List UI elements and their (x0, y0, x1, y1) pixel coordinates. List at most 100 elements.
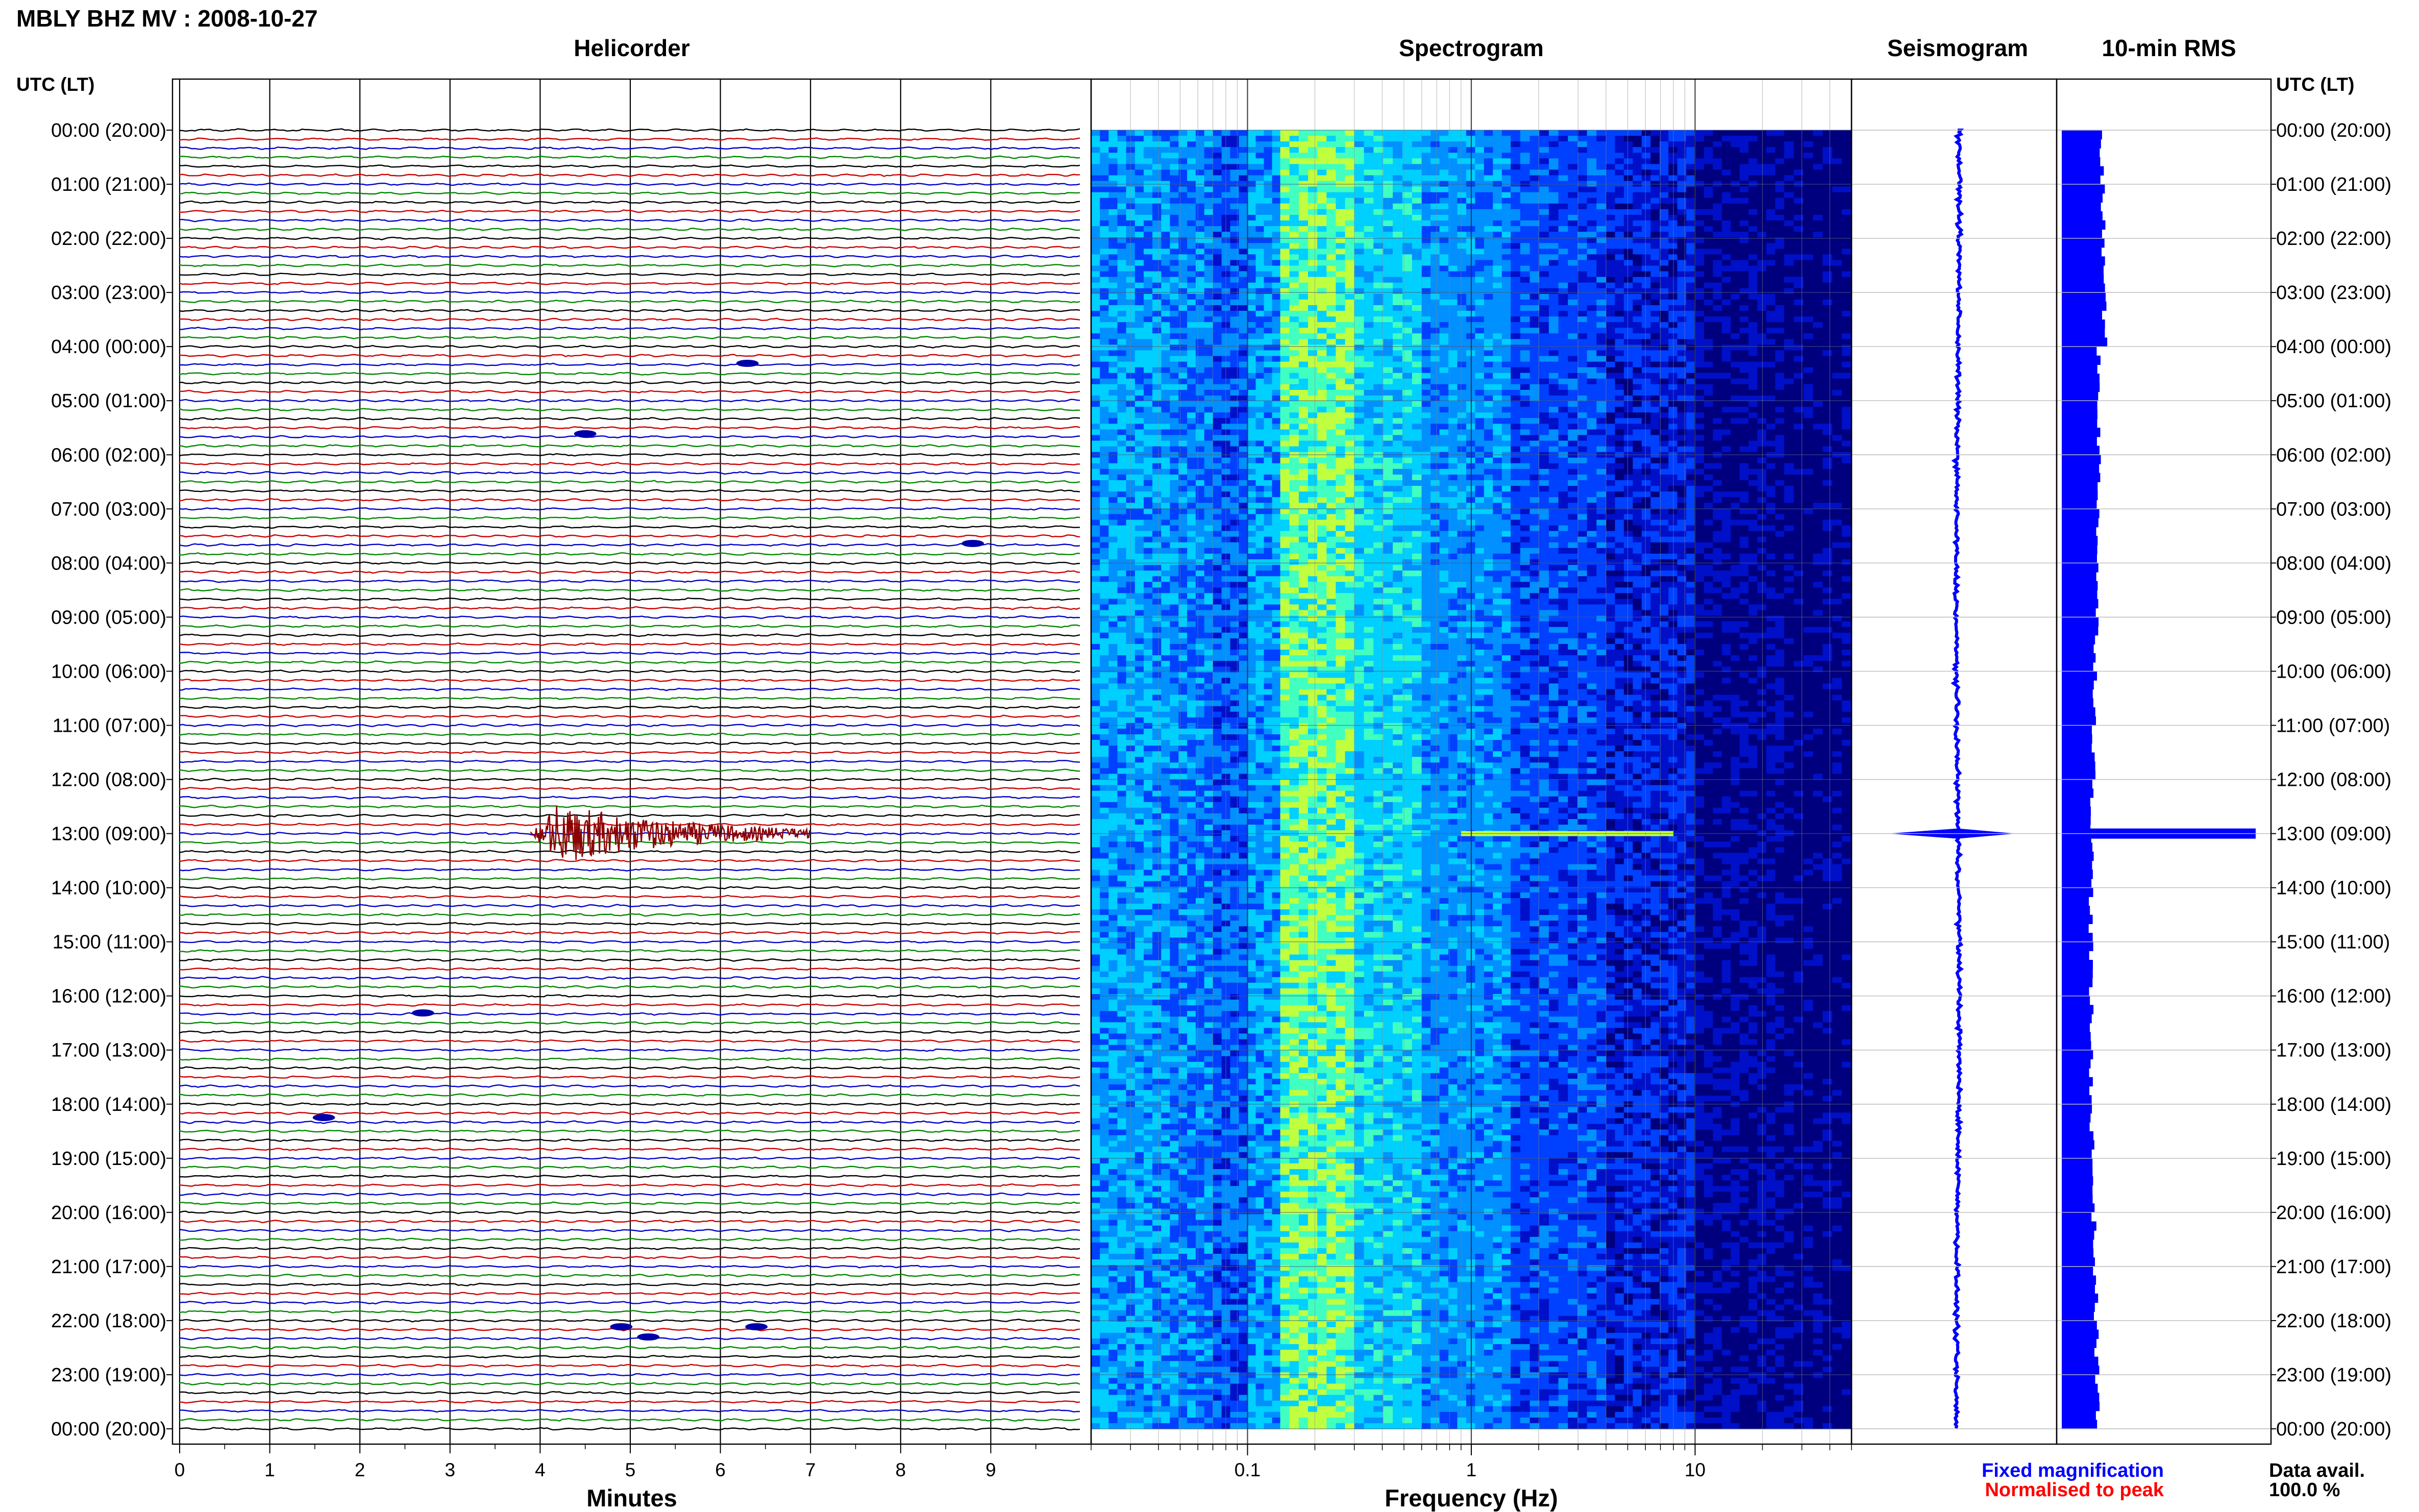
time-label-right: 01:00 (21:00) (2276, 174, 2391, 195)
time-label-right: 07:00 (03:00) (2276, 499, 2391, 520)
helicorder-trace (179, 588, 1080, 592)
rms-bar (2062, 1050, 2093, 1059)
helicorder-trace (179, 714, 1080, 718)
rms-bar (2062, 725, 2092, 735)
helicorder-trace (179, 867, 1080, 872)
rms-bar (2062, 987, 2089, 997)
rms-bar (2062, 572, 2096, 582)
rms-bar (2062, 761, 2095, 771)
helicorder-trace (179, 1300, 1080, 1305)
rms-bar (2062, 599, 2099, 609)
rms-bar (2062, 1194, 2093, 1204)
rms-bar (2062, 1239, 2093, 1249)
rms-bar (2062, 914, 2093, 924)
rms-bar (2062, 1077, 2093, 1086)
helicorder-trace (179, 597, 1080, 601)
helicorder-trace (179, 254, 1080, 258)
rms-bar (2062, 1104, 2092, 1114)
helicorder-trace (179, 877, 1080, 881)
rms-bar (2062, 1212, 2092, 1222)
time-label-left: 23:00 (19:00) (51, 1365, 166, 1386)
helicorder-trace (179, 137, 1080, 141)
time-label-left: 00:00 (20:00) (51, 120, 166, 141)
rms-bar (2062, 166, 2104, 176)
rms-bar (2062, 1086, 2090, 1096)
helicorder-trace (179, 362, 1080, 367)
helicorder-trace (179, 561, 1080, 565)
time-label-left: 13:00 (09:00) (51, 824, 166, 845)
time-label-left: 19:00 (15:00) (51, 1148, 166, 1170)
helicorder-trace (179, 696, 1080, 700)
helicorder-trace (179, 769, 1080, 773)
helicorder-trace (179, 173, 1080, 178)
rms-bar (2062, 346, 2097, 356)
time-label-left: 06:00 (02:00) (51, 444, 166, 466)
rms-bar (2062, 428, 2101, 437)
helicorder-trace (179, 1292, 1080, 1296)
rms-bar (2062, 1311, 2094, 1321)
rms-bar (2062, 924, 2089, 933)
helicorder-trace (179, 624, 1080, 628)
time-label-right: 19:00 (15:00) (2276, 1148, 2391, 1170)
time-label-right: 17:00 (13:00) (2276, 1040, 2391, 1061)
rms-bar (2062, 1402, 2100, 1411)
helicorder-trace (179, 1057, 1080, 1061)
time-label-left: 00:00 (20:00) (51, 1419, 166, 1440)
rms-bar (2062, 1320, 2097, 1330)
helicorder-tick-label: 9 (985, 1459, 996, 1480)
time-label-left: 18:00 (14:00) (51, 1094, 166, 1116)
rms-bar (2062, 779, 2092, 789)
time-label-right: 13:00 (09:00) (2276, 824, 2391, 845)
helicorder-trace (179, 399, 1080, 403)
helicorder-trace (179, 1156, 1080, 1160)
helicorder-event (530, 805, 810, 860)
time-label-right: 16:00 (12:00) (2276, 986, 2391, 1007)
rms-bar (2062, 310, 2102, 320)
rms-bar (2062, 1375, 2095, 1384)
helicorder-blip (610, 1323, 633, 1330)
helicorder-trace (179, 245, 1080, 250)
helicorder-trace (179, 371, 1080, 376)
rms-bar (2062, 1420, 2097, 1429)
helicorder-trace (179, 786, 1080, 790)
rms-bar (2062, 590, 2097, 600)
rms-bar (2062, 1266, 2093, 1276)
helicorder-trace (179, 1309, 1080, 1314)
rms-bar (2062, 1221, 2096, 1231)
helicorder-trace (179, 705, 1080, 709)
time-label-right: 18:00 (14:00) (2276, 1094, 2391, 1116)
helicorder-trace (179, 1030, 1080, 1034)
helicorder-trace (179, 1255, 1080, 1259)
rms-bar (2062, 644, 2094, 654)
helicorder-trace (179, 236, 1080, 240)
rms-bar (2062, 418, 2097, 428)
helicorder-trace (179, 642, 1080, 646)
rms-bar (2062, 175, 2101, 185)
rms-bar (2062, 436, 2097, 447)
rms-bar (2062, 1383, 2098, 1393)
rms-bar (2062, 996, 2090, 1005)
rms-bar (2062, 1005, 2094, 1014)
helicorder-trace (179, 290, 1080, 294)
panel-frame (1850, 78, 2058, 1445)
rms-bar (2062, 184, 2105, 194)
helicorder-trace (179, 850, 1080, 854)
rms-bar (2062, 247, 2102, 257)
rms-bar (2062, 680, 2094, 690)
rms-bar (2062, 202, 2101, 212)
figure-title: MBLY BHZ MV : 2008-10-27 (16, 5, 318, 32)
rms-bar (2062, 1356, 2099, 1366)
rms-bar (2062, 545, 2097, 555)
rms-bar (2062, 887, 2093, 897)
rms-bar (2062, 1230, 2094, 1240)
seismogram-title: Seismogram (1887, 35, 2028, 61)
helicorder-trace (179, 300, 1080, 304)
rms-bar (2062, 463, 2100, 474)
rms-bar (2062, 238, 2105, 248)
time-label-right: 02:00 (22:00) (2276, 228, 2391, 250)
time-label-left: 14:00 (10:00) (51, 878, 166, 899)
helicorder-trace (179, 1075, 1080, 1079)
helicorder-trace (179, 985, 1080, 989)
helicorder-trace (179, 209, 1080, 213)
time-label-left: 02:00 (22:00) (51, 228, 166, 250)
